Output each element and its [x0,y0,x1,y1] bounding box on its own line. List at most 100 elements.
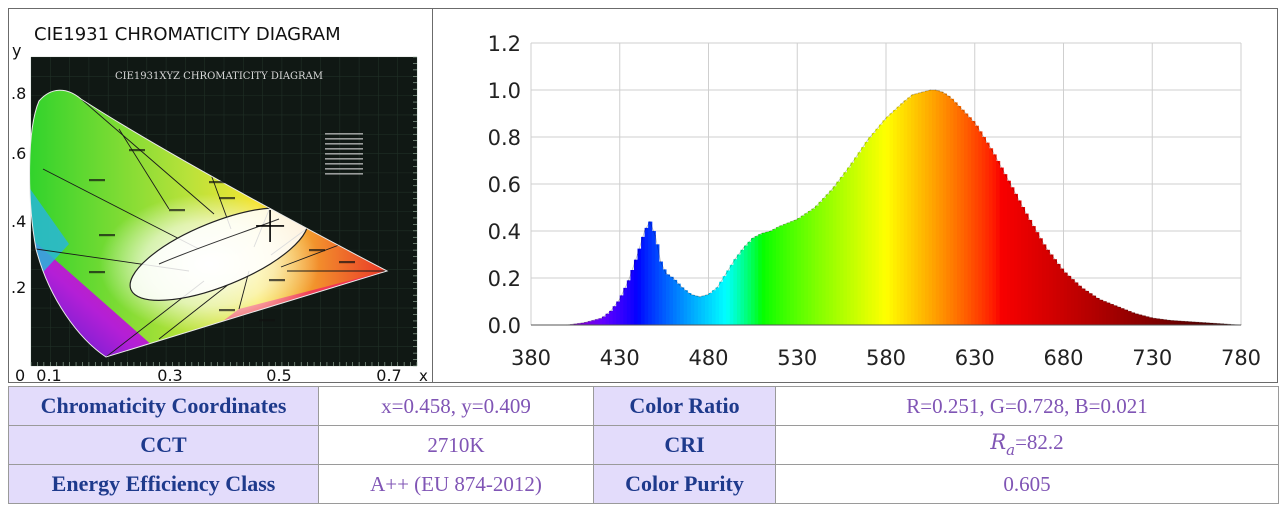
spectrum-strip [726,270,731,325]
spectrum-strip [587,321,592,325]
spectrum-strip [687,293,692,325]
spectrum-strip [985,142,990,325]
data-point [1222,323,1224,325]
x-tick-label: 580 [866,346,906,370]
color-ratio-value: R=0.251, G=0.728, B=0.021 [775,386,1279,426]
cct-value: 2710K [318,425,594,465]
table-row: Chromaticity Coordinates x=0.458, y=0.40… [8,386,1279,426]
spectrum-strip [772,229,777,325]
x-tick-label: 680 [1043,346,1083,370]
data-point [832,188,834,190]
spectrum-strip [580,322,585,325]
spectrum-strip [676,283,681,325]
data-point [912,94,914,96]
spectrum-strip [857,152,862,325]
y-tick-label: 0.0 [488,314,521,338]
spectrum-strip [641,236,646,325]
spectrum-strip [768,231,773,325]
spectrum-strip [637,248,642,325]
spectrum-strip [1184,321,1189,325]
spectrum-strip [978,131,983,325]
spectrum-strip [896,106,901,325]
data-point [796,218,798,220]
region-label-mark [219,309,235,312]
data-point [814,206,816,209]
region-label-mark [169,209,185,212]
spectrum-strip [1127,311,1132,325]
data-point [849,164,852,166]
data-point [628,279,630,281]
data-point [1062,270,1065,272]
spectrum-strip [1109,304,1114,325]
data-point [601,317,603,319]
data-point [1080,286,1082,288]
spectrum-strip [875,128,880,325]
spectrum-strip [1106,302,1111,325]
x-tick-label: 730 [1132,346,1172,370]
data-point [942,91,944,93]
spectrum-strip [736,254,742,325]
spectrum-strip [1148,317,1153,325]
spectrum-strip [1134,313,1139,325]
spectrum-strip [900,103,905,326]
cie-y-tick-label: .8 [11,84,26,103]
cri-label: CRI [593,425,776,465]
spectrum-strip [712,290,717,325]
spectrum-strip [1084,290,1089,325]
spectrum-strip [1049,254,1054,325]
spectrum-strip [1162,319,1168,325]
spectrum-strip [1159,319,1164,325]
spectrum-strip [793,219,798,325]
legend-line [325,158,363,160]
spectrum-strip [1177,320,1182,325]
legend-line [325,163,363,165]
spectrum-strip [573,323,578,325]
spectrum-strip [673,279,678,325]
x-tick-label: 380 [511,346,551,370]
spectrum-strip [1088,293,1093,325]
spectrum-strip [761,232,766,325]
spectrum-strip [1081,288,1086,325]
data-point [920,91,923,93]
spectrum-strip [1209,323,1214,325]
spectrum-strip [1212,323,1217,325]
spectrum-strip [665,274,671,325]
spectrum-strip [825,194,830,325]
spectrum-strip [1141,315,1146,325]
data-point [761,232,763,234]
spectrum-strip [1216,323,1221,325]
spectrum-points [565,89,1242,326]
energy-efficiency-class-value: A++ (EU 874-2012) [318,464,594,504]
spectrum-strip [1091,295,1097,325]
spectrum-strip [807,211,813,325]
data-point [665,272,667,274]
chromaticity-coordinates-value: x=0.458, y=0.409 [318,386,594,426]
region-label-mark [89,271,105,274]
x-tick-label: 780 [1221,346,1261,370]
data-point [770,230,772,232]
spectrum-strip [644,227,649,325]
spectrum-strip [1017,200,1022,325]
spectrum-strip [577,323,582,325]
data-point [583,322,585,324]
spectrum-strip [949,98,955,325]
data-point [1116,305,1118,307]
spectrum-strip [594,319,600,325]
cie-ruler [30,56,418,367]
spectrum-strip [697,296,702,325]
spectrum-strip [1045,249,1050,325]
spectrum-strip [733,259,738,325]
region-label-mark [219,197,235,200]
y-tick-label: 0.4 [488,220,521,244]
region-label-mark [129,149,145,152]
spectrum-strip [786,222,791,325]
legend-line [325,148,363,150]
spectrum-strip [1180,321,1185,325]
spectrum-strip [1013,193,1018,325]
spectrum-strip [999,167,1004,325]
data-point [699,296,701,298]
spectrum-strip [715,287,720,325]
region-boundary [80,98,215,215]
cie-inner-title: CIE1931XYZ CHROMATICITY DIAGRAM [115,71,323,82]
data-point [929,89,931,91]
